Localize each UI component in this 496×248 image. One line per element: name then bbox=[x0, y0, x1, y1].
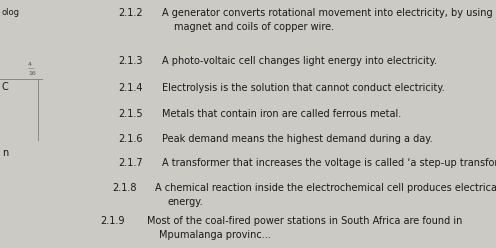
Text: 2.1.4: 2.1.4 bbox=[118, 83, 142, 93]
Text: n: n bbox=[2, 148, 8, 158]
Text: 4
―
16: 4 ― 16 bbox=[28, 62, 36, 76]
Text: A transformer that increases the voltage is called ‘a step-up transformer’.: A transformer that increases the voltage… bbox=[162, 158, 496, 168]
Text: 2.1.5: 2.1.5 bbox=[118, 109, 143, 119]
Text: Metals that contain iron are called ferrous metal.: Metals that contain iron are called ferr… bbox=[162, 109, 401, 119]
Text: 2.1.6: 2.1.6 bbox=[118, 134, 142, 144]
Text: 2.1.2: 2.1.2 bbox=[118, 8, 143, 18]
Text: A generator converts rotational movement into electricity, by using a: A generator converts rotational movement… bbox=[162, 8, 496, 18]
Text: energy.: energy. bbox=[167, 197, 203, 207]
Text: C: C bbox=[2, 82, 9, 92]
Text: A chemical reaction inside the electrochemical cell produces electrical: A chemical reaction inside the electroch… bbox=[155, 183, 496, 193]
Text: Electrolysis is the solution that cannot conduct electricity.: Electrolysis is the solution that cannot… bbox=[162, 83, 445, 93]
Text: 2.1.8: 2.1.8 bbox=[112, 183, 136, 193]
Text: Most of the coal-fired power stations in South Africa are found in: Most of the coal-fired power stations in… bbox=[147, 216, 462, 226]
Text: 2.1.9: 2.1.9 bbox=[100, 216, 124, 226]
Text: 2.1.3: 2.1.3 bbox=[118, 56, 142, 66]
Text: Mpumalanga provinc...: Mpumalanga provinc... bbox=[159, 230, 271, 240]
Text: A photo-voltaic cell changes light energy into electricity.: A photo-voltaic cell changes light energ… bbox=[162, 56, 437, 66]
Text: Peak demand means the highest demand during a day.: Peak demand means the highest demand dur… bbox=[162, 134, 433, 144]
Text: olog: olog bbox=[2, 8, 20, 17]
Text: magnet and coils of copper wire.: magnet and coils of copper wire. bbox=[174, 22, 334, 32]
Text: 2.1.7: 2.1.7 bbox=[118, 158, 143, 168]
